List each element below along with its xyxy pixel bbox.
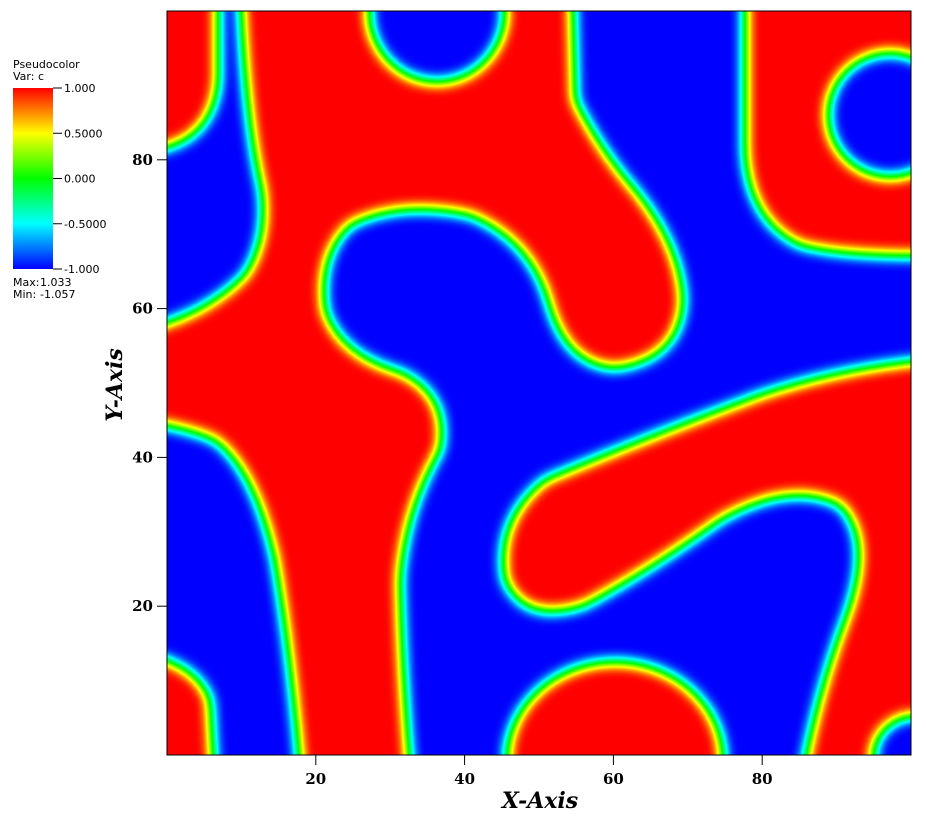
legend-variable: Var: c [13,70,44,83]
field [167,11,911,755]
colorbar [13,88,53,269]
x-tick-label: 20 [305,770,326,788]
y-tick-label: 40 [132,448,153,466]
colorbar-tick-label: 0.000 [64,173,96,186]
max-value: 1.033 [40,276,72,289]
x-axis-title: X-Axis [500,788,578,814]
y-tick-label: 80 [132,151,153,169]
y-tick-label: 60 [132,300,153,318]
y-axis-title: Y-Axis [102,348,128,422]
y-tick-label: 20 [132,597,153,615]
x-tick-label: 80 [752,770,773,788]
min-label: Min: [13,288,36,301]
colorbar-tick-label: 1.000 [64,82,96,95]
plot-border [166,10,912,756]
colorbar-tick-label: 0.5000 [64,127,103,140]
min-value: -1.057 [40,288,75,301]
legend-title: Pseudocolor [13,58,80,71]
colorbar-tick-label: -0.5000 [64,218,106,231]
colorbar-tick-label: -1.000 [64,263,99,276]
max-label: Max: [13,276,39,289]
x-tick-label: 60 [603,770,624,788]
x-tick-label: 40 [454,770,475,788]
